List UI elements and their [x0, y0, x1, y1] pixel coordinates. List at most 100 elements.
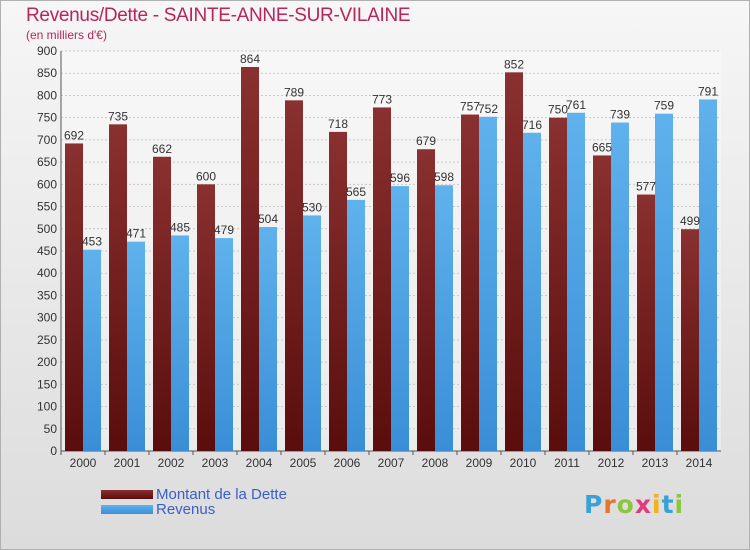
- bar-revenue: [259, 227, 277, 451]
- y-tick-label: 500: [37, 222, 57, 236]
- bar-revenue: [655, 113, 673, 452]
- data-label-debt: 499: [680, 214, 700, 228]
- y-tick-label: 750: [37, 111, 57, 125]
- bar-revenue: [83, 249, 101, 451]
- chart-subtitle: (en milliers d'€): [26, 28, 107, 42]
- bar-debt: [637, 194, 655, 452]
- data-label-revenue: 596: [390, 171, 410, 185]
- bar-revenue: [347, 199, 365, 451]
- logo-letter: P: [584, 490, 604, 519]
- y-tick-label: 200: [37, 355, 57, 369]
- x-tick-label: 2002: [158, 456, 185, 470]
- data-label-debt: 692: [64, 128, 84, 142]
- bar-revenue: [435, 185, 453, 451]
- data-label-debt: 735: [108, 109, 128, 123]
- logo-letter: t: [661, 490, 675, 519]
- y-tick-label: 700: [37, 133, 57, 147]
- logo-letter: i: [652, 490, 662, 519]
- data-label-debt: 679: [416, 134, 436, 148]
- bar-revenue: [391, 186, 409, 451]
- y-tick-label: 600: [37, 177, 57, 191]
- y-tick-label: 100: [37, 400, 57, 414]
- x-tick-label: 2008: [422, 456, 449, 470]
- logo-letter: x: [634, 490, 652, 519]
- legend-swatch-debt: [101, 490, 153, 499]
- data-label-revenue: 598: [434, 170, 454, 184]
- y-tick-label: 400: [37, 266, 57, 280]
- legend-swatch-revenue: [101, 505, 153, 514]
- y-tick-label: 150: [37, 377, 57, 391]
- x-tick-label: 2013: [642, 456, 669, 470]
- chart-title: Revenus/Dette - SAINTE-ANNE-SUR-VILAINE: [26, 5, 411, 26]
- data-label-debt: 750: [548, 103, 568, 117]
- bar-revenue: [215, 238, 233, 451]
- data-label-debt: 773: [372, 92, 392, 106]
- bar-debt: [65, 143, 83, 451]
- bar-revenue: [171, 235, 189, 451]
- data-label-revenue: 504: [258, 212, 278, 226]
- y-tick-label: 850: [37, 66, 57, 80]
- bar-debt: [593, 155, 611, 451]
- data-label-revenue: 791: [698, 84, 718, 98]
- data-label-revenue: 471: [126, 227, 146, 241]
- x-tick-label: 2001: [114, 456, 141, 470]
- y-tick-label: 250: [37, 333, 57, 347]
- bar-debt: [461, 114, 479, 452]
- logo-letter: i: [674, 490, 685, 519]
- data-label-debt: 662: [152, 142, 172, 156]
- x-tick-label: 2012: [598, 456, 625, 470]
- y-tick-label: 0: [50, 444, 57, 458]
- bar-revenue: [523, 132, 541, 451]
- y-tick-label: 550: [37, 200, 57, 214]
- data-label-debt: 718: [328, 117, 348, 131]
- data-label-revenue: 530: [302, 200, 322, 214]
- bar-debt: [373, 107, 391, 451]
- data-label-revenue: 761: [566, 98, 586, 112]
- x-tick-label: 2014: [686, 456, 713, 470]
- data-label-revenue: 485: [170, 220, 190, 234]
- y-tick-label: 650: [37, 155, 57, 169]
- bar-debt: [109, 124, 127, 451]
- bar-debt: [681, 229, 699, 451]
- y-tick-label: 50: [44, 422, 58, 436]
- legend-item-debt: Montant de la Dette: [101, 486, 287, 503]
- x-tick-label: 2005: [290, 456, 317, 470]
- data-label-revenue: 759: [654, 99, 674, 113]
- data-label-debt: 577: [636, 180, 656, 194]
- logo-letter: r: [603, 490, 617, 519]
- y-tick-label: 450: [37, 244, 57, 258]
- y-tick-label: 900: [37, 44, 57, 58]
- data-label-revenue: 453: [82, 235, 102, 249]
- x-tick-label: 2000: [70, 456, 97, 470]
- x-tick-label: 2011: [554, 456, 580, 470]
- data-label-revenue: 479: [214, 223, 234, 237]
- bar-revenue: [479, 116, 497, 452]
- bar-revenue: [303, 215, 321, 451]
- bar-revenue: [611, 122, 629, 452]
- bar-debt: [329, 131, 347, 451]
- proxiti-logo: Proxiti: [584, 490, 684, 519]
- data-label-debt: 600: [196, 169, 216, 183]
- bar-debt: [241, 67, 259, 451]
- legend-item-revenue: Revenus: [101, 501, 215, 518]
- data-label-debt: 789: [284, 85, 304, 99]
- data-label-debt: 665: [592, 140, 612, 154]
- data-label-debt: 757: [460, 100, 480, 114]
- data-label-revenue: 739: [610, 108, 630, 122]
- bar-debt: [197, 184, 215, 452]
- bar-debt: [505, 72, 523, 451]
- legend-label-debt: Montant de la Dette: [156, 486, 287, 503]
- y-tick-label: 800: [37, 88, 57, 102]
- legend-label-revenue: Revenus: [156, 501, 216, 518]
- x-tick-label: 2006: [334, 456, 361, 470]
- x-tick-label: 2009: [466, 456, 493, 470]
- x-tick-label: 2004: [246, 456, 273, 470]
- x-tick-label: 2003: [202, 456, 229, 470]
- bar-revenue: [127, 241, 145, 451]
- bar-revenue: [699, 99, 717, 451]
- y-tick-label: 350: [37, 288, 57, 302]
- data-label-revenue: 752: [478, 102, 498, 116]
- bar-debt: [285, 100, 303, 451]
